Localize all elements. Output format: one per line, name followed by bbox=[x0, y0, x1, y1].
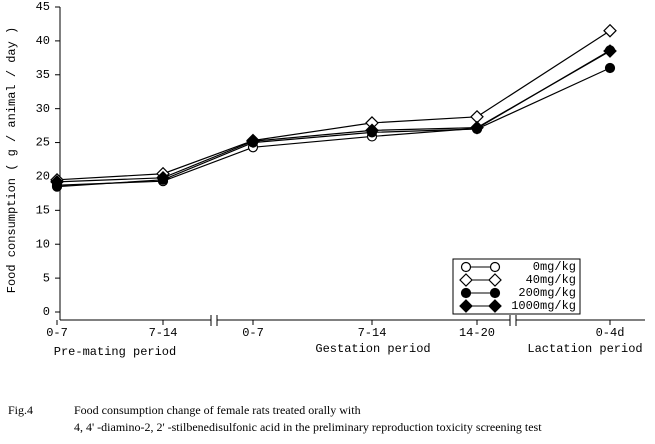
x-tick-label: 7-14 bbox=[358, 326, 387, 340]
data-point bbox=[246, 134, 260, 149]
y-tick-label: 5 bbox=[43, 271, 50, 285]
y-tick-label: 0 bbox=[43, 305, 50, 319]
series-line bbox=[56, 50, 611, 183]
legend-marker bbox=[489, 287, 501, 299]
y-tick-label: 20 bbox=[36, 170, 50, 184]
legend-marker bbox=[459, 273, 473, 287]
legend-label: 40mg/kg bbox=[526, 273, 576, 287]
x-tick-label: 7-14 bbox=[149, 326, 178, 340]
legend-marker bbox=[489, 261, 501, 273]
y-tick-label: 45 bbox=[36, 0, 50, 14]
series-line bbox=[56, 30, 611, 181]
y-tick-label: 10 bbox=[36, 237, 50, 251]
y-tick-label: 35 bbox=[36, 68, 50, 82]
x-tick-label: 0-4d bbox=[596, 326, 625, 340]
legend-marker bbox=[459, 299, 473, 313]
y-tick-label: 15 bbox=[36, 204, 50, 218]
caption-line: Food consumption change of female rats t… bbox=[74, 403, 361, 417]
legend-box bbox=[452, 258, 581, 315]
caption-label: Fig.4 bbox=[8, 403, 33, 417]
data-point bbox=[603, 23, 617, 38]
legend-label: 200mg/kg bbox=[518, 286, 576, 300]
data-point bbox=[50, 175, 64, 189]
y-axis-label: Food consumption ( g / animal / day ) bbox=[5, 27, 19, 293]
data-point bbox=[156, 170, 170, 185]
legend-marker bbox=[488, 273, 502, 287]
legend-marker bbox=[488, 299, 502, 313]
x-tick-label: 0-7 bbox=[242, 326, 264, 340]
legend-marker bbox=[460, 287, 472, 299]
period-label: Gestation period bbox=[315, 342, 430, 356]
data-point bbox=[604, 62, 616, 74]
legend-marker bbox=[460, 261, 472, 273]
legend-label: 1000mg/kg bbox=[511, 299, 576, 313]
period-label: Lactation period bbox=[527, 342, 642, 356]
legend-label: 0mg/kg bbox=[533, 260, 576, 274]
x-tick-label: 14-20 bbox=[459, 326, 495, 340]
x-tick-label: 0-7 bbox=[46, 326, 68, 340]
series-line bbox=[56, 49, 611, 186]
series-line bbox=[56, 67, 611, 188]
y-tick-label: 25 bbox=[36, 136, 50, 150]
period-label: Pre-mating period bbox=[54, 345, 176, 359]
y-tick-label: 40 bbox=[36, 34, 50, 48]
caption-line: 4, 4' -diamino-2, 2' -stilbenedisulfonic… bbox=[74, 420, 542, 434]
data-point bbox=[365, 123, 379, 138]
data-point bbox=[470, 120, 484, 135]
data-point bbox=[603, 44, 617, 58]
y-tick-label: 30 bbox=[36, 102, 50, 116]
